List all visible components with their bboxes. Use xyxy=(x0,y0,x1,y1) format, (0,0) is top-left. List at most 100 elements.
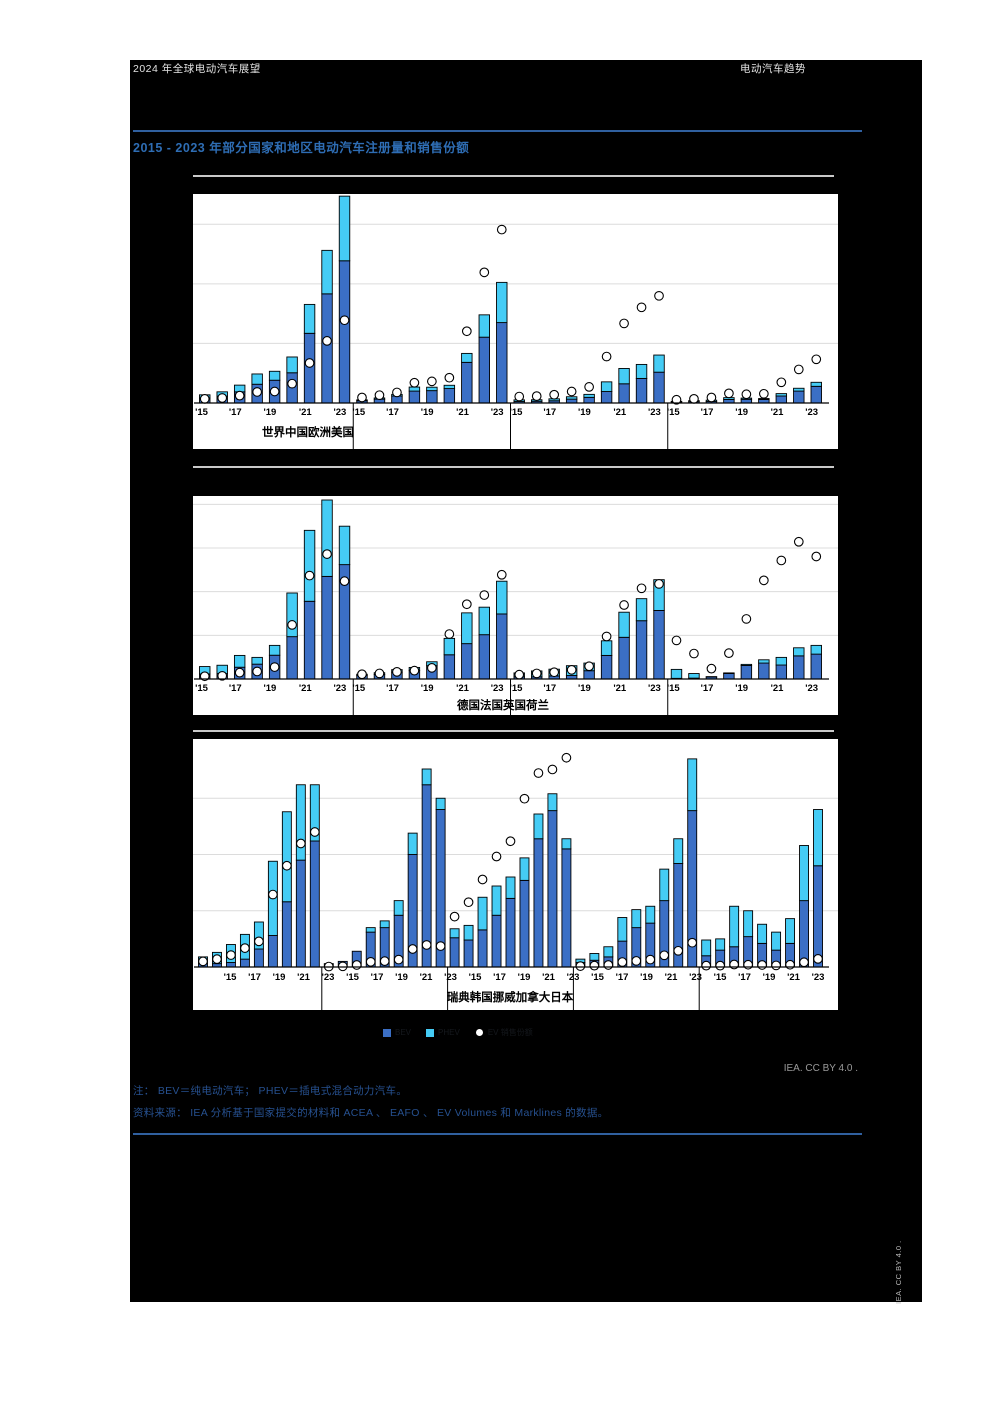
x-tick: '23 xyxy=(689,972,702,983)
x-tick: '17 xyxy=(738,972,751,983)
panel-法国 xyxy=(356,569,508,680)
x-tick: '19 xyxy=(578,407,591,418)
share-marker xyxy=(234,667,245,678)
phev-bar xyxy=(810,381,822,387)
share-marker xyxy=(547,764,558,775)
bev-bar xyxy=(505,897,516,968)
phev-bar xyxy=(799,845,809,902)
share-marker xyxy=(589,960,600,971)
x-tick: '21 xyxy=(299,407,313,418)
share-marker xyxy=(444,372,455,383)
share-marker xyxy=(689,648,699,659)
legend-item-ev-share: EV 销售份额 xyxy=(474,1027,533,1038)
x-tick: '19 xyxy=(763,972,776,983)
bev-bar xyxy=(478,634,490,680)
panel-瑞典 xyxy=(198,784,320,968)
share-marker xyxy=(785,959,795,970)
share-marker xyxy=(357,392,367,403)
phev-bar xyxy=(688,673,700,679)
bev-bar xyxy=(810,653,822,680)
share-marker xyxy=(671,394,682,405)
phev-bar xyxy=(600,640,613,656)
share-marker xyxy=(226,950,236,960)
header-left: 2024 年全球电动汽车展望 xyxy=(133,63,261,75)
share-marker xyxy=(477,874,488,885)
share-marker xyxy=(601,631,612,642)
share-marker xyxy=(496,224,507,235)
bev-bar xyxy=(496,613,508,680)
phev-bar xyxy=(729,905,740,948)
panel-row-label: 瑞典韩国挪威加拿大日本 xyxy=(447,990,574,1004)
x-tick: '15 xyxy=(714,972,728,983)
phev-bar xyxy=(461,352,473,363)
share-marker xyxy=(269,662,280,672)
share-marker xyxy=(287,620,297,630)
share-marker xyxy=(374,390,385,401)
bev-bar xyxy=(775,395,788,404)
bev-bar xyxy=(295,859,306,968)
bev-bar xyxy=(286,636,298,680)
phev-bar xyxy=(443,384,456,390)
x-tick: '17 xyxy=(386,683,399,694)
x-tick: '15 xyxy=(510,683,524,694)
x-tick: '21 xyxy=(771,683,785,694)
x-tick: '23 xyxy=(491,683,504,694)
phev-bar xyxy=(670,668,683,679)
share-marker xyxy=(407,944,418,954)
x-tick: '23 xyxy=(567,972,580,983)
share-marker xyxy=(584,661,594,672)
x-tick: '17 xyxy=(616,972,629,983)
share-marker xyxy=(531,391,542,401)
x-tick: '23 xyxy=(322,972,335,983)
phev-bar xyxy=(617,917,628,942)
x-tick: '15 xyxy=(667,683,681,694)
share-marker xyxy=(724,648,734,658)
share-marker xyxy=(811,551,822,562)
x-tick: '23 xyxy=(648,683,661,694)
share-marker xyxy=(365,956,376,967)
phev-bar xyxy=(477,896,488,931)
bev-bar xyxy=(583,396,595,404)
chart-background xyxy=(193,194,838,449)
share-marker xyxy=(409,665,420,676)
bev-bar xyxy=(813,865,823,968)
x-tick: '21 xyxy=(613,407,627,418)
phev-bar xyxy=(491,885,502,916)
x-tick: '17 xyxy=(229,407,242,418)
share-marker xyxy=(234,390,245,401)
phev-bar xyxy=(463,924,474,941)
phev-bar xyxy=(393,900,404,916)
x-tick: '19 xyxy=(735,407,748,418)
x-tick-labels: '15 '17 '19 '21 '23 '15 '17 '19 '21 '23 '15 '17 '19 '… xyxy=(195,683,818,694)
share-marker xyxy=(322,336,332,346)
share-marker xyxy=(549,389,560,400)
phev-bar xyxy=(303,529,316,602)
phev-bar xyxy=(618,611,630,638)
phev-bar xyxy=(496,580,508,615)
share-marker xyxy=(421,940,432,950)
bev-bar xyxy=(477,929,488,968)
x-tick: '17 xyxy=(248,972,261,983)
bev-bar xyxy=(533,838,544,968)
x-tick: '15 xyxy=(195,407,209,418)
share-marker xyxy=(379,956,390,966)
share-marker xyxy=(741,389,752,400)
bev-bar xyxy=(758,662,770,680)
share-marker xyxy=(689,394,699,404)
share-marker xyxy=(619,600,629,610)
phev-bar xyxy=(631,909,642,929)
share-marker xyxy=(758,575,769,586)
bev-bar xyxy=(443,388,456,404)
share-marker xyxy=(793,536,804,547)
phev-bar xyxy=(547,793,558,812)
bev-bar xyxy=(449,937,460,968)
phev-bar xyxy=(286,592,298,638)
share-marker xyxy=(427,376,437,387)
phev-bar xyxy=(635,598,648,622)
panel-欧洲 xyxy=(513,290,665,404)
chart-sweden-korea-norway-canada-japan: '15 '17 '19 '21 '23 '15 '17 '19 '21 '23 '15 '17 '19 '… xyxy=(193,739,838,1010)
share-marker xyxy=(461,599,472,610)
share-marker xyxy=(282,860,292,871)
share-marker xyxy=(757,960,767,970)
